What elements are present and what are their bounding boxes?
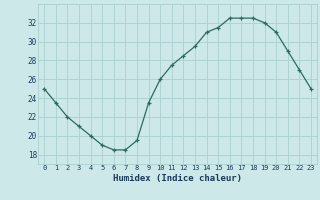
X-axis label: Humidex (Indice chaleur): Humidex (Indice chaleur): [113, 174, 242, 183]
